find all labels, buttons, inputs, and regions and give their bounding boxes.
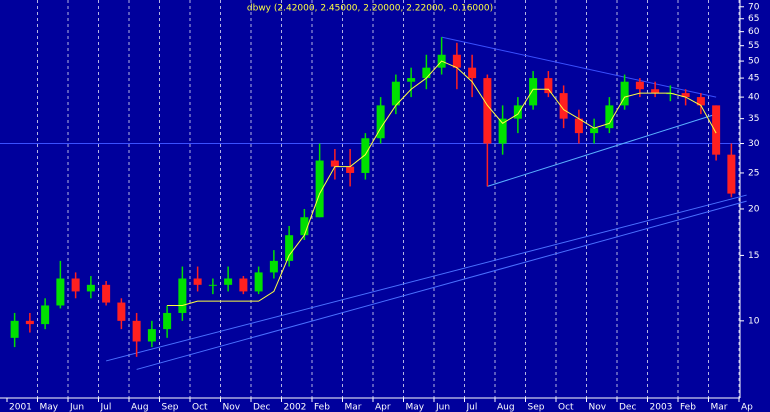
candle-body [132, 320, 141, 342]
candle-body [574, 118, 583, 134]
x-tick-label: Nov [589, 403, 607, 412]
candle-body [620, 81, 629, 106]
candle-body [651, 89, 660, 94]
x-tick-label: Dec [619, 403, 636, 412]
chart-title: dbwy (2.42000, 2.45000, 2.20000, 2.22000… [247, 4, 493, 14]
candle-body [452, 54, 461, 68]
candle-body [712, 105, 721, 155]
trendline [105, 194, 747, 362]
x-tick-label: Feb [314, 403, 330, 412]
candle-body [41, 305, 50, 325]
candle-body [315, 160, 324, 218]
x-tick-label: Jun [69, 403, 84, 412]
y-tick-label: 10 [748, 316, 760, 326]
candle-body [193, 278, 202, 285]
candle-body [178, 278, 187, 313]
y-tick-label: 70 [748, 2, 760, 12]
y-tick-label: 45 [748, 74, 759, 84]
candle-body [163, 312, 172, 330]
candle-body [300, 217, 309, 236]
candle-body [696, 97, 705, 106]
candle-body [10, 320, 19, 338]
candle-body [56, 278, 65, 306]
x-tick-label: Aug [131, 403, 149, 412]
candle-body [681, 93, 690, 98]
candle-body [468, 67, 477, 79]
x-tick-label: Jul [466, 403, 478, 412]
candle-body [147, 329, 156, 342]
candle-body [86, 284, 95, 292]
candle-body [513, 105, 522, 119]
x-tick-label: Feb [680, 403, 696, 412]
y-tick-label: 60 [748, 27, 760, 37]
candle-body [498, 118, 507, 144]
x-tick-label: Sep [528, 403, 545, 412]
candle-body [590, 128, 599, 134]
x-tick-label: Dec [253, 403, 270, 412]
trendline [487, 113, 717, 187]
candle-body [407, 78, 416, 82]
candle-body [529, 78, 538, 106]
x-tick-label: 2003 [650, 403, 673, 412]
x-tick-label: Mar [345, 403, 362, 412]
x-tick-label: May [40, 403, 59, 412]
x-tick-label: Jul [100, 403, 112, 412]
candle-body [25, 320, 34, 325]
y-tick-label: 20 [748, 204, 760, 214]
candle-body [330, 160, 339, 167]
x-tick-label: Oct [192, 403, 208, 412]
x-tick-label: 2002 [284, 403, 307, 412]
moving-average [167, 60, 717, 306]
x-tick-label: 2001 [9, 403, 32, 412]
candle-body [422, 67, 431, 79]
candle-body [483, 78, 492, 144]
y-tick-label: 15 [748, 251, 759, 261]
candle-body [117, 302, 126, 321]
y-tick-label: 65 [748, 14, 759, 24]
candle-body [559, 93, 568, 119]
y-tick-label: 30 [748, 139, 760, 149]
candle-body [285, 235, 294, 261]
candle-body [727, 154, 736, 194]
x-tick-label: Sep [162, 403, 179, 412]
candle-body [269, 260, 278, 273]
candle-body [635, 81, 644, 90]
x-tick-label: Apr [375, 403, 391, 412]
candle-body [239, 278, 248, 292]
x-tick-label: May [406, 403, 425, 412]
y-tick-label: 55 [748, 41, 759, 51]
candle-body [208, 284, 217, 286]
candle-body [544, 78, 553, 94]
x-tick-label: Ap [741, 403, 753, 412]
candle-body [102, 284, 111, 303]
x-tick-label: Oct [558, 403, 574, 412]
y-tick-label: 40 [748, 93, 760, 103]
candle-body [605, 105, 614, 129]
candle-body [224, 278, 233, 285]
x-tick-label: Mar [711, 403, 728, 412]
candle-body [376, 105, 385, 139]
candle-body [71, 278, 80, 292]
x-tick-label: Jun [435, 403, 450, 412]
candle-body [346, 166, 355, 173]
x-tick-label: Aug [497, 403, 515, 412]
candle-body [361, 138, 370, 173]
y-tick-label: 25 [748, 168, 759, 178]
trendline [136, 200, 747, 370]
x-tick-label: Nov [223, 403, 241, 412]
y-tick-label: 35 [748, 114, 759, 124]
y-tick-label: 50 [748, 57, 760, 67]
candle-body [391, 81, 400, 106]
candle-body [254, 272, 263, 292]
